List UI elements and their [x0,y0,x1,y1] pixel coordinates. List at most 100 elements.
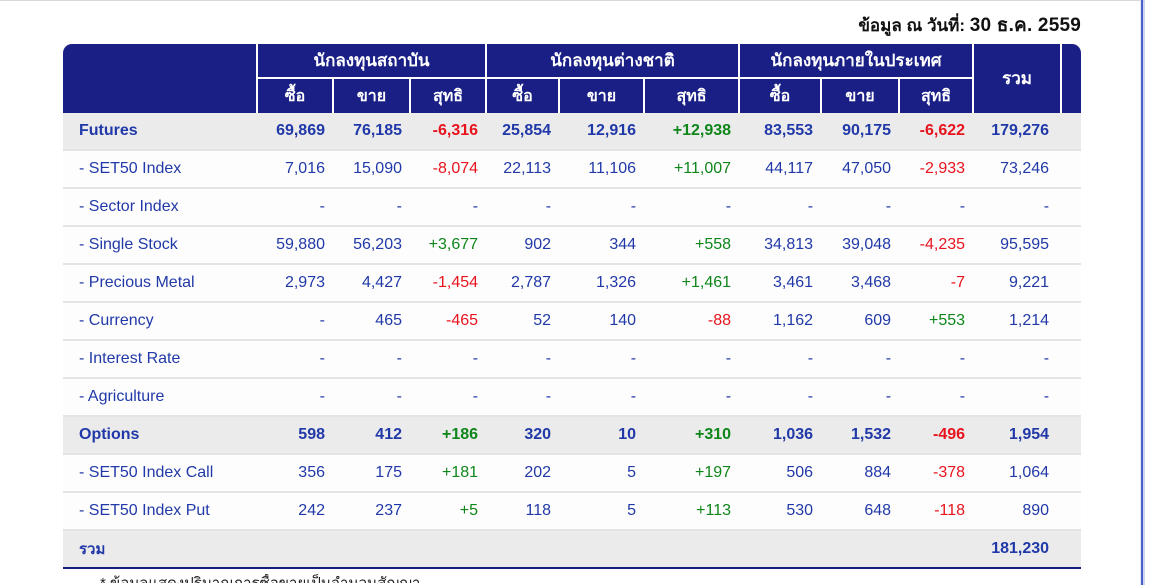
value-cell: 69,869 [258,113,334,151]
value-cell: - [900,379,975,417]
row-spacer-cell [1062,493,1082,531]
value-cell: 12,916 [560,113,646,151]
value-cell [645,531,741,569]
group-header-local: นักลงทุนภายในประเทศ [740,44,975,79]
table-row: รวม 181,230 [63,531,1082,569]
table-row: - Currency -465 -465 52 140 -88 1,162 609 +553 1,… [63,303,1082,341]
value-cell: 15,090 [334,151,411,189]
value-cell: 34,813 [740,227,823,265]
value-cell: +310 [645,417,741,455]
value-cell: - [487,379,561,417]
value-cell [900,531,975,569]
value-cell: 1,214 [974,303,1063,341]
table-row: Futures 69,869 76,185 -6,316 25,854 12,916 +12… [63,113,1082,151]
value-cell: 95,595 [974,227,1063,265]
investor-type-trading-table: นักลงทุนสถาบัน นักลงทุนต่างชาติ นักลงทุน… [63,44,1082,569]
value-cell: 2,973 [258,265,334,303]
row-label: Futures [63,113,258,151]
value-cell: 22,113 [487,151,561,189]
value-cell: 73,246 [974,151,1063,189]
value-cell: 1,954 [974,417,1063,455]
as-of-date-label: ข้อมูล ณ วันที่: [858,16,966,35]
value-cell: - [822,379,901,417]
value-cell: - [411,379,488,417]
value-cell: -7 [900,265,975,303]
value-cell: 598 [258,417,334,455]
value-cell: - [974,189,1063,227]
value-cell: +3,677 [411,227,488,265]
table-row: - Precious Metal 2,973 4,427 -1,454 2,787 1,3… [63,265,1082,303]
value-cell: 5 [560,455,646,493]
value-cell [740,531,823,569]
table-header: นักลงทุนสถาบัน นักลงทุนต่างชาติ นักลงทุน… [63,44,1082,113]
page-top-border [0,0,1141,1]
sub-header-net: สุทธิ [411,79,488,113]
value-cell: 56,203 [334,227,411,265]
value-cell: -496 [900,417,975,455]
sub-header-buy: ซื้อ [487,79,561,113]
value-cell: 10 [560,417,646,455]
value-cell: 52 [487,303,561,341]
table-row: - SET50 Index Call 356 175 +181 202 5 +197 506 8… [63,455,1082,493]
value-cell: -378 [900,455,975,493]
table-row: - Interest Rate - - - - - - - - - - [63,341,1082,379]
value-cell: 4,427 [334,265,411,303]
value-cell: - [411,189,488,227]
value-cell: 884 [822,455,901,493]
value-cell: 237 [334,493,411,531]
value-cell: 890 [974,493,1063,531]
value-cell: 1,532 [822,417,901,455]
group-header-institution: นักลงทุนสถาบัน [258,44,488,79]
value-cell: 242 [258,493,334,531]
row-label: - SET50 Index Call [63,455,258,493]
sub-header-sell: ขาย [334,79,411,113]
sub-header-buy: ซื้อ [740,79,823,113]
value-cell: 5 [560,493,646,531]
value-cell: -118 [900,493,975,531]
value-cell: +11,007 [645,151,741,189]
value-cell: 320 [487,417,561,455]
row-spacer-cell [1062,227,1082,265]
value-cell: - [974,379,1063,417]
row-spacer-cell [1062,417,1082,455]
value-cell: - [258,341,334,379]
value-cell: 25,854 [487,113,561,151]
table-row: Options 598 412 +186 320 10 +310 1,036 1,532 -496… [63,417,1082,455]
value-cell: 1,162 [740,303,823,341]
value-cell: 9,221 [974,265,1063,303]
table-row: - Agriculture - - - - - - - - - - [63,379,1082,417]
value-cell: 344 [560,227,646,265]
value-cell: -6,316 [411,113,488,151]
value-cell: +197 [645,455,741,493]
row-label: - Agriculture [63,379,258,417]
row-spacer-cell [1062,341,1082,379]
value-cell: -2,933 [900,151,975,189]
value-cell: 1,326 [560,265,646,303]
value-cell: - [645,379,741,417]
value-cell [411,531,488,569]
row-label: - SET50 Index [63,151,258,189]
value-cell: 609 [822,303,901,341]
value-cell: 506 [740,455,823,493]
value-cell: 2,787 [487,265,561,303]
value-cell: - [740,379,823,417]
value-cell: - [974,341,1063,379]
value-cell: 7,016 [258,151,334,189]
value-cell: 530 [740,493,823,531]
row-label: - Precious Metal [63,265,258,303]
value-cell: 648 [822,493,901,531]
value-cell: - [822,189,901,227]
header-spacer-cell [1062,44,1082,113]
row-spacer-cell [1062,455,1082,493]
value-cell: +181 [411,455,488,493]
value-cell: -8,074 [411,151,488,189]
value-cell: +553 [900,303,975,341]
value-cell: - [645,341,741,379]
value-cell: - [822,341,901,379]
table-row: - SET50 Index Put 242 237 +5 118 5 +113 530 648-… [63,493,1082,531]
value-cell: - [900,341,975,379]
value-cell: 44,117 [740,151,823,189]
as-of-date-value: 30 ธ.ค. 2559 [969,15,1081,36]
row-spacer-cell [1062,379,1082,417]
total-column-header: รวม [974,44,1063,113]
